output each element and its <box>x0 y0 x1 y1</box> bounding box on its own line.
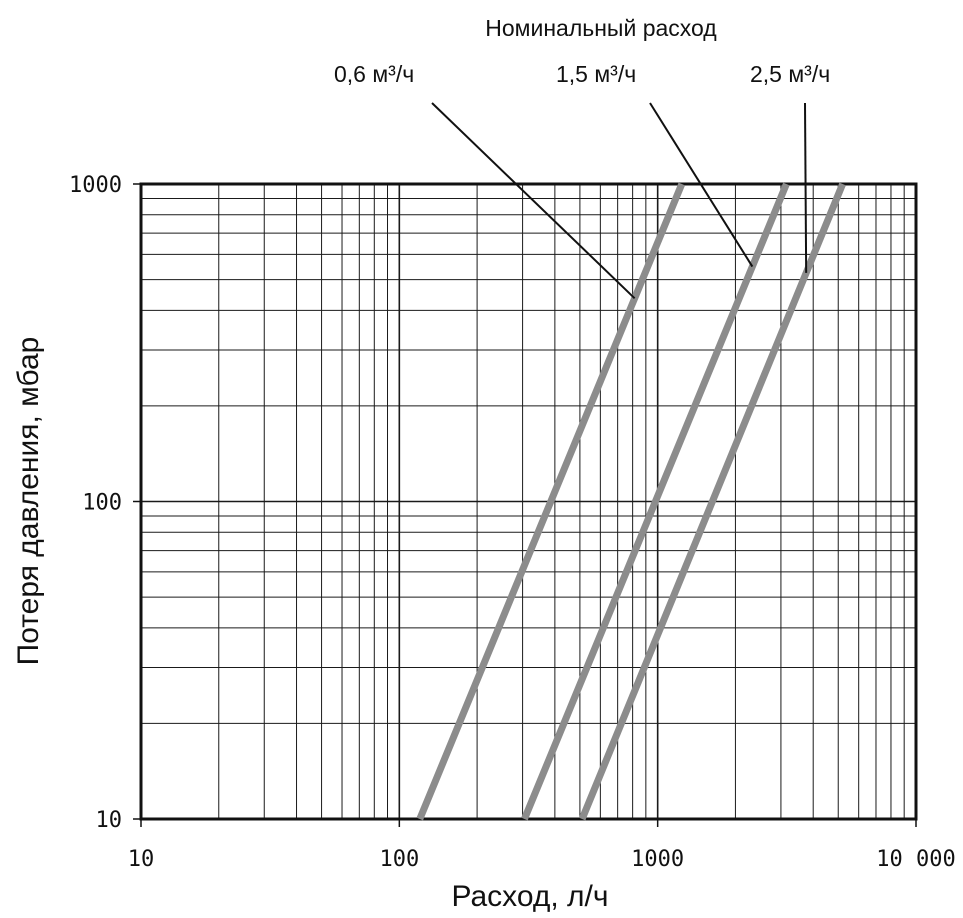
y-axis-label: Потеря давления, мбар <box>12 337 45 666</box>
legend-leader-lines <box>431 102 808 300</box>
leader-line <box>804 102 808 273</box>
x-tick-label: 10 000 <box>876 847 955 872</box>
series-label: 0,6 м³/ч <box>334 61 414 87</box>
tick-labels: 10 100 1000 10 000 10 100 1000 <box>69 173 956 872</box>
legend-labels: 0,6 м³/ч 1,5 м³/ч 2,5 м³/ч <box>334 61 830 87</box>
x-tick-label: 1000 <box>631 847 684 872</box>
grid <box>141 184 916 819</box>
x-tick-label: 10 <box>128 847 155 872</box>
series-line <box>578 182 846 821</box>
series-label: 1,5 м³/ч <box>556 61 636 87</box>
x-tick-label: 100 <box>379 847 419 872</box>
series-line <box>521 182 790 821</box>
y-tick-label: 100 <box>82 491 122 516</box>
y-tick-label: 1000 <box>69 173 122 198</box>
series-label: 2,5 м³/ч <box>750 61 830 87</box>
leader-line <box>431 102 636 300</box>
series-line <box>416 182 686 821</box>
chart-title: Номинальный расход <box>485 15 717 41</box>
series-layer <box>416 182 846 821</box>
y-tick-label: 10 <box>96 808 123 833</box>
leader-line <box>649 102 754 268</box>
x-axis-label: Расход, л/ч <box>451 880 608 913</box>
